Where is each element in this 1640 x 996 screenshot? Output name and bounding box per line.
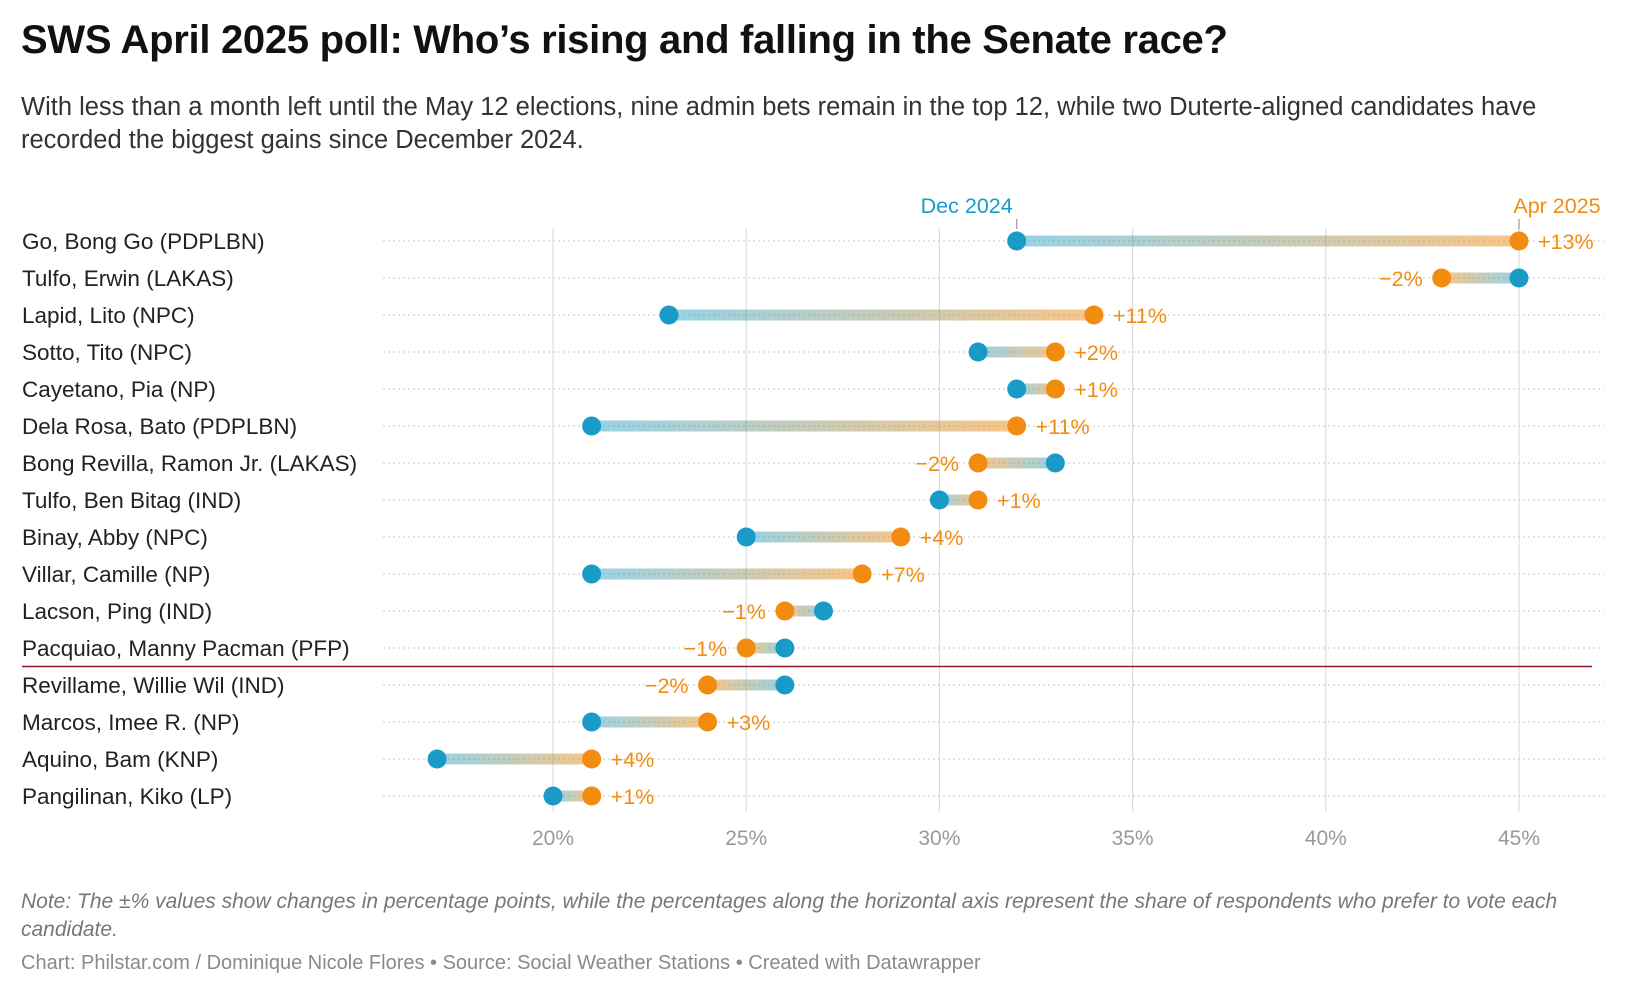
x-axis-ticks: 20% 25% 30% 35% 40% 45% <box>532 827 1540 850</box>
dec-2024-dot <box>582 416 602 436</box>
apr-2025-dot <box>1045 342 1065 362</box>
apr-2025-dot <box>582 786 602 806</box>
apr-2025-dot <box>1509 231 1529 251</box>
dec-2024-dot <box>427 749 447 769</box>
candidate-label: Pangilinan, Kiko (LP) <box>22 784 232 809</box>
chart-title: SWS April 2025 poll: Who’s rising and fa… <box>21 18 1228 62</box>
apr-2025-dot <box>891 527 911 547</box>
x-tick-label: 35% <box>1112 827 1154 850</box>
x-tick-label: 30% <box>918 827 960 850</box>
apr-2025-dot <box>968 490 988 510</box>
change-label: +13% <box>1538 230 1594 254</box>
dec-2024-dot <box>929 490 949 510</box>
candidate-label: Go, Bong Go (PDPLBN) <box>22 229 265 254</box>
change-label: −1% <box>684 637 728 661</box>
change-label: +4% <box>611 748 655 772</box>
dec-2024-dot <box>775 675 795 695</box>
apr-2025-dot <box>698 712 718 732</box>
change-label: +1% <box>611 785 655 809</box>
change-label: +1% <box>997 489 1041 513</box>
x-tick-label: 45% <box>1498 827 1540 850</box>
x-tick-label: 40% <box>1305 827 1347 850</box>
chart-note: Note: The ±% values show changes in perc… <box>21 890 1558 941</box>
series-label-apr-2025: Apr 2025 <box>1513 194 1600 218</box>
change-label: +11% <box>1036 415 1090 439</box>
dec-2024-dot <box>1007 379 1027 399</box>
dec-2024-dot <box>775 638 795 658</box>
candidate-label: Cayetano, Pia (NP) <box>22 377 216 402</box>
apr-2025-dot <box>1084 305 1104 325</box>
apr-2025-dot <box>698 675 718 695</box>
dec-2024-dot <box>1509 268 1529 288</box>
change-label: +11% <box>1113 304 1167 328</box>
candidate-label: Aquino, Bam (KNP) <box>22 747 218 772</box>
change-labels: +13% −2% +11% +2% +1% +11% −2% +1% +4% +7% −1% −1% −… <box>611 230 1594 809</box>
dec-2024-dot <box>543 786 563 806</box>
candidate-labels: Go, Bong Go (PDPLBN) Tulfo, Erwin (LAKAS)… <box>22 229 357 809</box>
dec-2024-dot <box>1045 453 1065 473</box>
dec-2024-dot <box>813 601 833 621</box>
candidate-label: Dela Rosa, Bato (PDPLBN) <box>22 414 297 439</box>
dots <box>427 231 1529 806</box>
change-label: +3% <box>727 711 771 735</box>
chart-subtitle: With less than a month left until the Ma… <box>21 93 1537 154</box>
dot-range-chart: Go, Bong Go (PDPLBN) Tulfo, Erwin (LAKAS)… <box>22 194 1604 850</box>
x-tick-label: 20% <box>532 827 574 850</box>
change-label: −2% <box>1379 267 1423 291</box>
apr-2025-dot <box>968 453 988 473</box>
apr-2025-dot <box>1007 416 1027 436</box>
change-label: +2% <box>1074 341 1118 365</box>
candidate-label: Binay, Abby (NPC) <box>22 525 208 550</box>
apr-2025-dot <box>582 749 602 769</box>
dec-2024-dot <box>968 342 988 362</box>
candidate-label: Marcos, Imee R. (NP) <box>22 710 240 735</box>
candidate-label: Lapid, Lito (NPC) <box>22 303 195 328</box>
change-label: −1% <box>722 600 766 624</box>
grid-layer <box>552 228 1520 812</box>
candidate-label: Revillame, Willie Wil (IND) <box>22 673 285 698</box>
apr-2025-dot <box>775 601 795 621</box>
change-label: +4% <box>920 526 964 550</box>
change-label: +7% <box>881 563 925 587</box>
dec-2024-dot <box>582 712 602 732</box>
candidate-label: Lacson, Ping (IND) <box>22 599 212 624</box>
candidate-label: Bong Revilla, Ramon Jr. (LAKAS) <box>22 451 357 476</box>
series-headers: Dec 2024 Apr 2025 <box>921 194 1601 229</box>
series-label-dec-2024: Dec 2024 <box>921 194 1013 218</box>
change-label: +1% <box>1074 378 1118 402</box>
candidate-label: Tulfo, Erwin (LAKAS) <box>22 266 234 291</box>
row-guide-lines <box>22 240 1604 797</box>
change-label: −2% <box>915 452 959 476</box>
apr-2025-dot <box>852 564 872 584</box>
apr-2025-dot <box>1432 268 1452 288</box>
dec-2024-dot <box>659 305 679 325</box>
candidate-label: Sotto, Tito (NPC) <box>22 340 192 365</box>
apr-2025-dot <box>736 638 756 658</box>
candidate-label: Tulfo, Ben Bitag (IND) <box>22 488 241 513</box>
dec-2024-dot <box>582 564 602 584</box>
candidate-label: Villar, Camille (NP) <box>22 562 210 587</box>
dec-2024-dot <box>1007 231 1027 251</box>
x-tick-label: 25% <box>725 827 767 850</box>
apr-2025-dot <box>1045 379 1065 399</box>
candidate-label: Pacquiao, Manny Pacman (PFP) <box>22 636 350 661</box>
change-label: −2% <box>645 674 689 698</box>
dec-2024-dot <box>736 527 756 547</box>
chart-source: Chart: Philstar.com / Dominique Nicole F… <box>21 952 981 974</box>
range-bars <box>437 235 1519 802</box>
